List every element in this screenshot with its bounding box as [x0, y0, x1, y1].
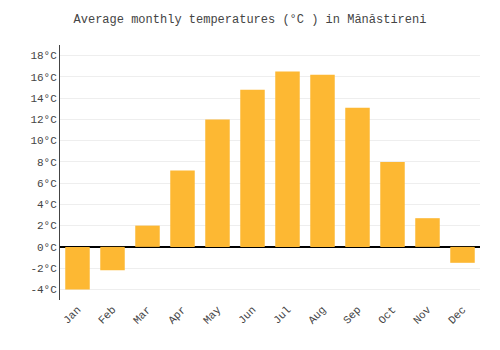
svg-text:Sep: Sep [341, 304, 363, 326]
svg-text:Dec: Dec [446, 304, 468, 326]
svg-text:Apr: Apr [166, 304, 188, 326]
svg-text:4°C: 4°C [37, 199, 57, 211]
svg-text:12°C: 12°C [30, 114, 57, 126]
svg-text:0°C: 0°C [37, 242, 57, 254]
svg-text:-2°C: -2°C [30, 263, 57, 275]
svg-text:Aug: Aug [306, 304, 328, 326]
svg-text:Jul: Jul [271, 304, 293, 326]
svg-text:Jan: Jan [61, 304, 83, 326]
svg-text:18°C: 18°C [30, 50, 57, 62]
svg-text:6°C: 6°C [37, 178, 57, 190]
svg-text:Feb: Feb [96, 304, 118, 326]
svg-text:14°C: 14°C [30, 93, 57, 105]
svg-text:Mar: Mar [131, 304, 153, 326]
svg-text:8°C: 8°C [37, 157, 57, 169]
svg-text:2°C: 2°C [37, 220, 57, 232]
svg-text:May: May [201, 304, 224, 327]
svg-text:Nov: Nov [411, 304, 434, 327]
svg-text:-4°C: -4°C [30, 284, 57, 296]
svg-text:16°C: 16°C [30, 72, 57, 84]
svg-text:10°C: 10°C [30, 135, 57, 147]
svg-text:Oct: Oct [376, 304, 398, 326]
svg-text:Average monthly temperatures (: Average monthly temperatures (°C ) in Mă… [74, 13, 427, 27]
svg-text:Jun: Jun [236, 304, 258, 326]
